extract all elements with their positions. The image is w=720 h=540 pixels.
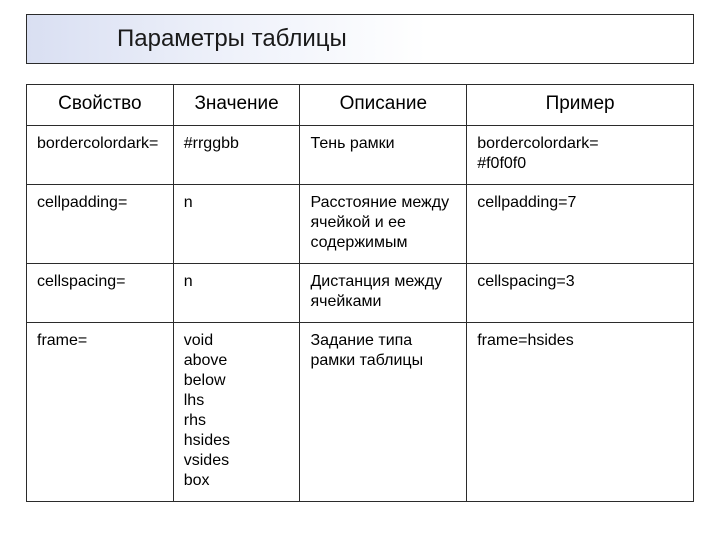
cell-example: cellpadding=7 [467, 185, 694, 264]
table-row: bordercolordark= #rrggbb Тень рамки bord… [27, 126, 694, 185]
cell-example: frame=hsides [467, 323, 694, 502]
slide-container: Параметры таблицы Свойство Значение Опис… [0, 0, 720, 540]
params-table: Свойство Значение Описание Пример border… [26, 84, 694, 502]
cell-value: n [173, 264, 300, 323]
cell-description: Задание типа рамки таблицы [300, 323, 467, 502]
cell-value: #rrggbb [173, 126, 300, 185]
cell-property: bordercolordark= [27, 126, 174, 185]
table-row: cellspacing= n Дистанция между ячейками … [27, 264, 694, 323]
col-header-description: Описание [300, 85, 467, 126]
table-row: frame= void above below lhs rhs hsides v… [27, 323, 694, 502]
table-wrapper: Свойство Значение Описание Пример border… [26, 84, 694, 502]
cell-description: Тень рамки [300, 126, 467, 185]
slide-title-bar: Параметры таблицы [26, 14, 694, 64]
cell-value: n [173, 185, 300, 264]
col-header-property: Свойство [27, 85, 174, 126]
cell-value: void above below lhs rhs hsides vsides b… [173, 323, 300, 502]
table-header-row: Свойство Значение Описание Пример [27, 85, 694, 126]
table-row: cellpadding= n Расстояние между ячейкой … [27, 185, 694, 264]
cell-property: cellspacing= [27, 264, 174, 323]
cell-example: cellspacing=3 [467, 264, 694, 323]
cell-example: bordercolordark= #f0f0f0 [467, 126, 694, 185]
cell-property: frame= [27, 323, 174, 502]
cell-property: cellpadding= [27, 185, 174, 264]
slide-title: Параметры таблицы [117, 25, 347, 53]
col-header-example: Пример [467, 85, 694, 126]
col-header-value: Значение [173, 85, 300, 126]
cell-description: Расстояние между ячейкой и ее содержимым [300, 185, 467, 264]
cell-description: Дистанция между ячейками [300, 264, 467, 323]
